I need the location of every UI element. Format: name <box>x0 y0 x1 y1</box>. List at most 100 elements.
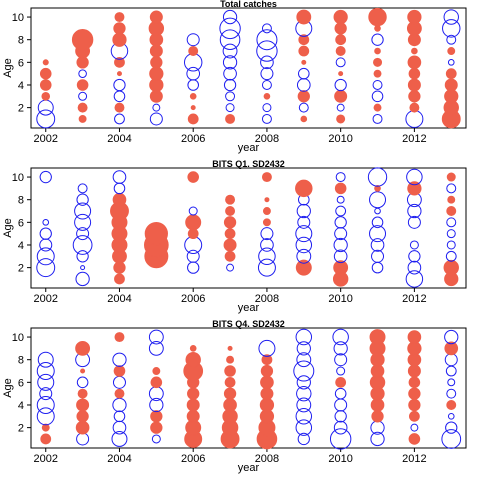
bubble-negative <box>442 19 461 38</box>
bubble-positive <box>298 34 310 46</box>
x-tick-label: 2006 <box>181 453 205 465</box>
x-tick-label: 2008 <box>255 453 279 465</box>
bubble-positive <box>408 90 421 103</box>
bubble-positive <box>76 398 90 412</box>
bubble-negative <box>371 249 385 263</box>
x-tick-label: 2012 <box>402 453 426 465</box>
bubble-positive <box>260 364 274 378</box>
x-tick-label: 2012 <box>402 293 426 305</box>
x-tick-label: 2004 <box>107 453 131 465</box>
bubble-positive <box>77 388 88 399</box>
bubble-negative <box>445 250 457 262</box>
bubble-negative <box>298 67 310 80</box>
bubble-negative <box>444 329 459 345</box>
bubble-positive <box>150 410 163 423</box>
bubble-negative <box>187 261 200 274</box>
bubble-negative <box>219 17 241 40</box>
bubble-positive <box>223 387 237 400</box>
bubble-positive <box>71 29 94 51</box>
bubble-positive <box>407 330 422 344</box>
bubble-negative <box>39 238 53 252</box>
bubble-negative <box>219 29 241 50</box>
bubble-negative <box>78 69 87 78</box>
bubble-negative <box>372 113 383 124</box>
bubble-negative <box>113 182 126 195</box>
bubble-positive <box>116 71 122 77</box>
y-tick-label: 2 <box>18 423 24 435</box>
bubble-negative <box>226 263 235 272</box>
bubble-negative <box>223 66 237 81</box>
bubble-negative <box>335 205 347 217</box>
bubble-negative <box>447 378 456 387</box>
bubble-negative <box>36 247 55 266</box>
y-tick-label: 10 <box>12 332 24 344</box>
bubble-negative <box>371 33 384 46</box>
bubble-positive <box>189 92 197 100</box>
x-axis-label: year <box>238 462 260 474</box>
bubble-positive <box>407 181 422 196</box>
bubble-positive <box>39 67 52 80</box>
y-axis-label: Age <box>2 218 14 238</box>
bubble-negative <box>76 227 90 241</box>
bubble-positive <box>407 55 422 70</box>
bubble-negative <box>372 80 383 90</box>
chart-panel-1: Total catches 2002 2004 2006 2008 2010 2012 yea… <box>2 0 467 154</box>
bubble-positive <box>186 398 200 412</box>
bubble-negative <box>39 170 52 184</box>
bubble-negative <box>298 102 309 113</box>
bubble-positive <box>186 409 200 423</box>
bubble-positive <box>371 410 384 423</box>
bubble-positive <box>77 102 88 113</box>
bubble-positive <box>297 90 310 103</box>
bubble-negative <box>76 193 89 206</box>
bubble-positive <box>262 218 271 227</box>
bubble-negative <box>225 91 236 102</box>
bubble-negative <box>443 9 459 25</box>
bubble-positive <box>374 47 381 55</box>
bubble-negative <box>335 172 346 183</box>
bubble-positive <box>224 228 236 240</box>
bubble-negative <box>407 203 422 219</box>
bubble-negative <box>406 168 423 186</box>
bubble-negative <box>261 113 272 124</box>
bubble-positive <box>114 102 125 113</box>
y-tick-label: 8 <box>18 195 24 207</box>
bubble-negative <box>334 410 347 423</box>
bubble-negative <box>260 238 274 252</box>
bubble-positive <box>149 44 163 58</box>
bubble-negative <box>261 80 272 90</box>
bubble-negative <box>76 376 89 389</box>
bubble-negative <box>186 66 201 81</box>
bubble-negative <box>256 40 278 62</box>
bubble-negative <box>374 207 381 215</box>
bubble-negative <box>441 429 462 449</box>
bubble-negative <box>222 9 238 25</box>
bubble-negative <box>78 91 88 101</box>
bubble-positive <box>223 216 237 229</box>
x-tick-label: 2006 <box>181 293 205 305</box>
bubble-negative <box>112 397 127 413</box>
bubble-positive <box>150 421 163 434</box>
bubble-negative <box>405 270 424 288</box>
bubble-positive <box>335 46 346 56</box>
bubble-negative <box>297 432 310 446</box>
x-axis-label: year <box>238 142 260 154</box>
bubble-positive <box>150 376 163 389</box>
bubble-negative <box>186 33 200 47</box>
y-tick-label: 6 <box>18 217 24 229</box>
bubble-negative <box>446 388 457 399</box>
bubble-negative <box>409 240 419 250</box>
bubble-positive <box>407 78 421 92</box>
bubble-positive <box>187 387 200 400</box>
bubble-positive <box>188 46 199 56</box>
bubble-positive <box>259 397 275 413</box>
bubble-negative <box>74 213 92 231</box>
bubble-positive <box>41 423 50 432</box>
bubble-negative <box>261 23 272 34</box>
bubble-positive <box>149 66 164 81</box>
bubble-positive <box>226 355 235 364</box>
bubble-negative <box>36 395 55 414</box>
bubble-negative <box>260 227 274 241</box>
bubble-positive <box>261 172 272 183</box>
